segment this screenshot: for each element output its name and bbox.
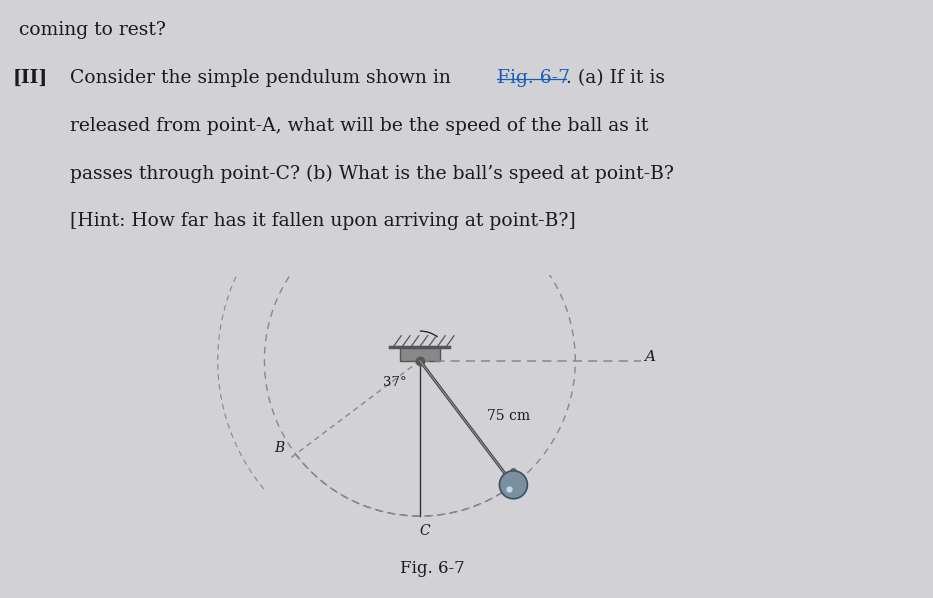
Text: passes through point-C? (b) What is the ball’s speed at point-B?: passes through point-C? (b) What is the … xyxy=(70,164,674,183)
Text: B: B xyxy=(274,441,285,455)
Text: released from point-A, what will be the speed of the ball as it: released from point-A, what will be the … xyxy=(70,117,648,135)
Text: A: A xyxy=(644,350,655,365)
Text: . (a) If it is: . (a) If it is xyxy=(566,69,665,87)
Text: Consider the simple pendulum shown in: Consider the simple pendulum shown in xyxy=(70,69,457,87)
Bar xyxy=(399,347,440,361)
Circle shape xyxy=(499,471,527,499)
Text: [II]: [II] xyxy=(12,69,48,87)
Text: [Hint: How far has it fallen upon arriving at point-B?]: [Hint: How far has it fallen upon arrivi… xyxy=(70,212,576,230)
Text: 37°: 37° xyxy=(383,376,406,389)
Text: C: C xyxy=(419,524,430,538)
Text: 75 cm: 75 cm xyxy=(487,410,530,423)
Text: Fig. 6-7: Fig. 6-7 xyxy=(497,69,570,87)
Text: coming to rest?: coming to rest? xyxy=(19,21,165,39)
Text: Fig. 6-7: Fig. 6-7 xyxy=(400,560,465,576)
